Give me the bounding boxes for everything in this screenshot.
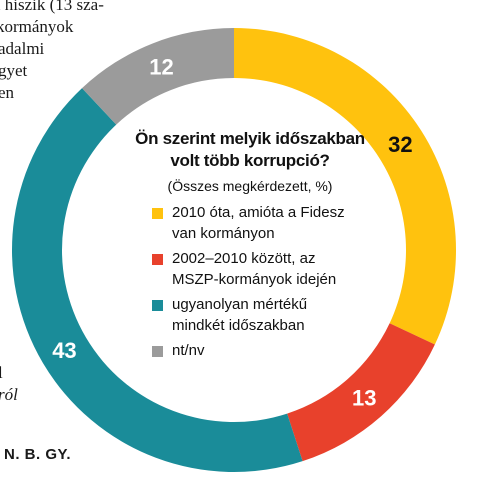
chart-center-legend: Ön szerint melyik időszakban volt több k… (120, 128, 380, 365)
legend-label-fidesz: 2010 óta, amióta a Fidesz van kormányon (172, 204, 345, 242)
legend: 2010 óta, amióta a Fidesz van kormányon … (152, 202, 380, 361)
article-text-line-1: n hiszik (13 sza- (0, 0, 104, 14)
article-text-line-2: kormányok (0, 17, 74, 36)
legend-item-both: ugyanolyan mértékű mindkét időszakban (152, 294, 380, 336)
chart-title: Ön szerint melyik időszakban volt több k… (135, 129, 365, 170)
article-text-line-3: adalmi (0, 39, 45, 58)
legend-swatch-fidesz (152, 208, 163, 219)
legend-item-ntnv: nt/nv (152, 340, 380, 361)
donut-slice-ntnv (82, 28, 234, 125)
article-text-line-8: ról (0, 385, 18, 404)
slice-value-label-fidesz: 32 (388, 132, 412, 157)
legend-item-fidesz: 2010 óta, amióta a Fidesz van kormányon (152, 202, 380, 244)
donut-slice-both (11, 88, 303, 473)
legend-label-mszp: 2002–2010 között, az MSZP-kormányok idej… (172, 250, 337, 288)
legend-label-both: ugyanolyan mértékű mindkét időszakban (172, 296, 308, 334)
slice-value-label-both: 43 (52, 338, 76, 363)
article-text-line-7: l (0, 363, 3, 382)
article-text-line-5: en (0, 83, 15, 102)
donut-slice-mszp (287, 323, 435, 462)
legend-swatch-mszp (152, 254, 163, 265)
legend-label-ntnv: nt/nv (172, 342, 205, 359)
slice-value-label-mszp: 13 (352, 385, 376, 410)
legend-swatch-both (152, 300, 163, 311)
donut-slice-fidesz (234, 28, 456, 345)
slice-value-label-ntnv: 12 (149, 54, 173, 79)
article-text-line-4: gyet (0, 61, 28, 80)
chart-subtitle: (Összes megkérdezett, %) (167, 178, 333, 194)
legend-item-mszp: 2002–2010 között, az MSZP-kormányok idej… (152, 248, 380, 290)
author-credit: N. B. GY. (4, 446, 72, 463)
legend-swatch-ntnv (152, 346, 163, 357)
